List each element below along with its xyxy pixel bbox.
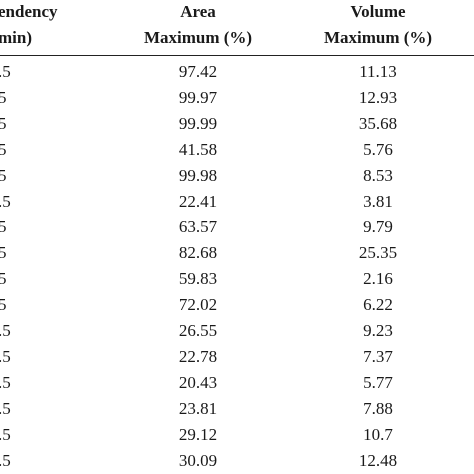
header-cell: Maximum (%) [323, 28, 433, 47]
header-cell: endency [0, 2, 58, 21]
table-cell: 22.78 [178, 346, 218, 366]
table-cell: 8.53 [363, 165, 393, 185]
table-cell: 7.88 [363, 398, 393, 418]
table-cell: 12.48 [358, 450, 398, 470]
table-cell: 5 [0, 217, 7, 237]
table-cell: 6.22 [363, 295, 393, 315]
table-cell: 5 [0, 165, 7, 185]
table-cell: 7.37 [363, 346, 393, 366]
table-cell: .5 [0, 372, 11, 392]
table-cell: .5 [0, 450, 11, 470]
header-rule [0, 55, 474, 56]
table-cell: 5.77 [363, 372, 393, 392]
table-cell: 5 [0, 295, 7, 315]
table-cell: 35.68 [358, 113, 398, 133]
table-cell: .5 [0, 321, 11, 340]
table-cell: 11.13 [359, 62, 397, 81]
table-cell: 59.83 [178, 269, 218, 289]
table-cell: 5 [0, 113, 7, 133]
table-cell: 9.79 [363, 217, 393, 237]
table-cell: 5 [0, 243, 7, 263]
table-cell: .5 [0, 346, 11, 366]
table-cell: 5 [0, 139, 7, 159]
table-cell: 3.81 [363, 191, 393, 211]
table-cell: 2.16 [363, 269, 393, 289]
table-cell: 99.98 [178, 165, 218, 185]
table-cell: 99.97 [178, 87, 218, 107]
table-cell: 29.12 [178, 424, 218, 444]
table-cell: 82.68 [178, 243, 218, 263]
table-cell: 22.41 [178, 191, 218, 211]
table-cell: 99.99 [178, 113, 218, 133]
header-cell: Area [180, 2, 216, 21]
table-cell: 30.09 [178, 450, 218, 470]
header-cell: min) [0, 28, 32, 47]
header-cell: Maximum (%) [143, 28, 253, 47]
table-cell: 10.7 [363, 424, 393, 444]
table-cell: 5.76 [363, 139, 393, 159]
table-cell: 26.55 [178, 321, 218, 340]
table-cell: 72.02 [178, 295, 218, 315]
table-cell: .5 [0, 398, 11, 418]
table-cell: 97.42 [178, 62, 218, 81]
table-cell: 20.43 [178, 372, 218, 392]
table-cell: .5 [0, 191, 11, 211]
table-cell: 23.81 [178, 398, 218, 418]
table-cell: .5 [0, 62, 11, 81]
table-cell: 41.58 [178, 139, 218, 159]
table-cell: .5 [0, 424, 11, 444]
table-cell: 5 [0, 87, 7, 107]
header-cell: Volume [350, 2, 406, 21]
table-cell: 9.23 [363, 321, 393, 340]
table-cell: 5 [0, 269, 7, 289]
table-cell: 25.35 [358, 243, 398, 263]
table-cell: 12.93 [358, 87, 398, 107]
table-cell: 63.57 [178, 217, 218, 237]
